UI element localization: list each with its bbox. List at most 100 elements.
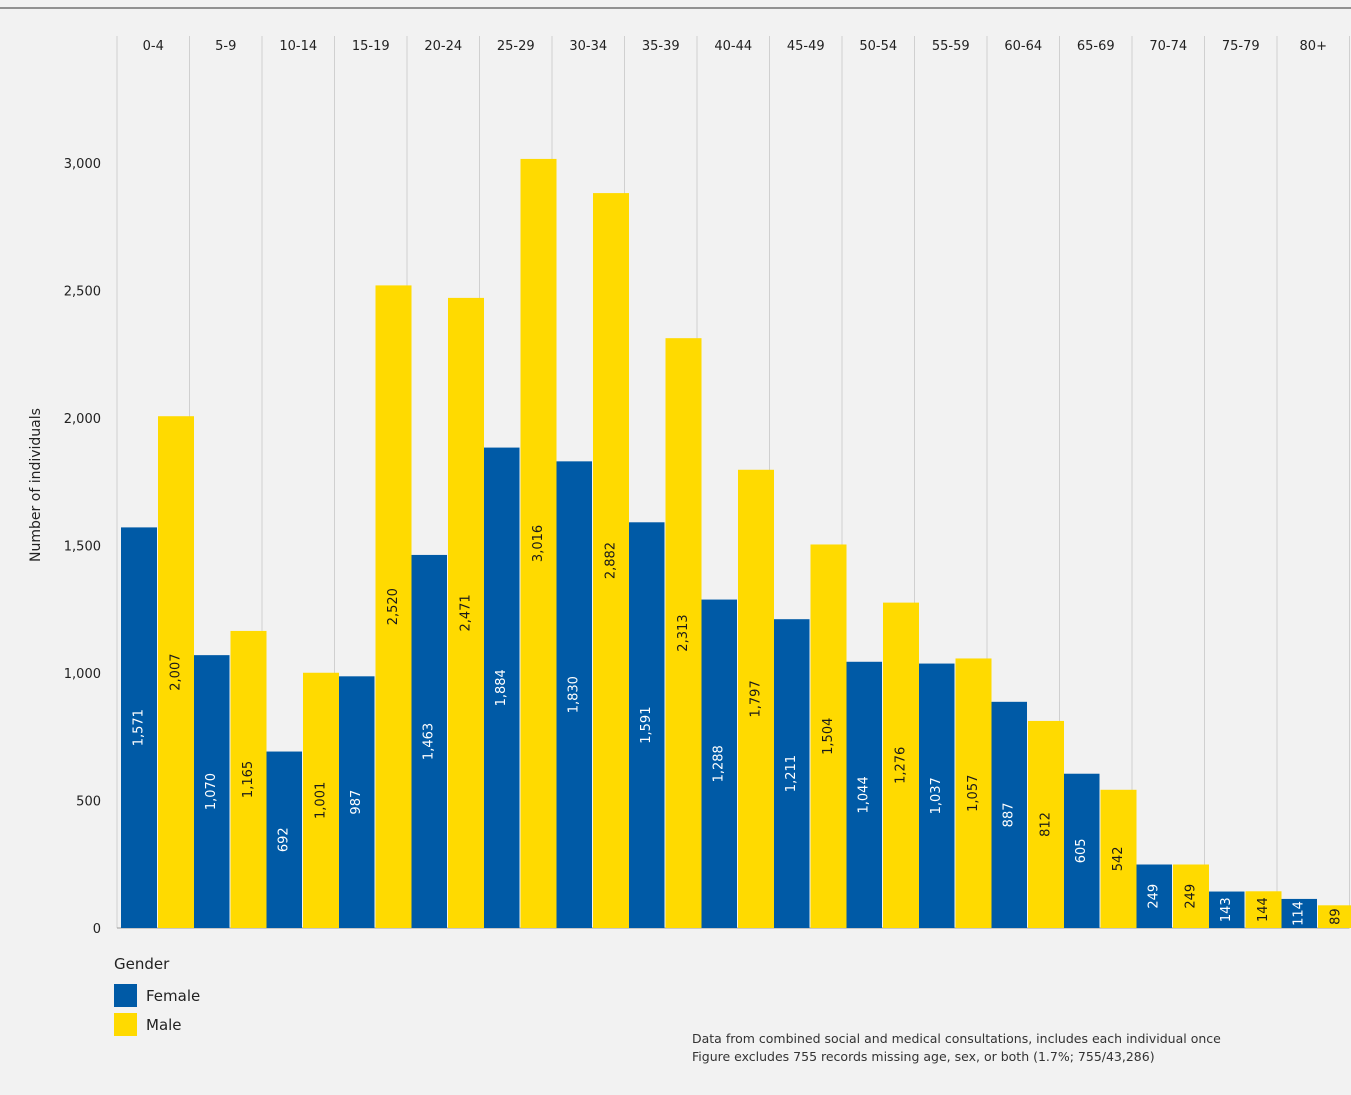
y-tick-label: 2,000 <box>64 412 101 427</box>
bar-value-label-female: 249 <box>1147 884 1162 909</box>
bar-value-label-female: 1,884 <box>494 669 509 706</box>
bar-value-label-female: 887 <box>1002 802 1017 827</box>
bar-value-label-male: 89 <box>1329 908 1344 925</box>
bar-female <box>193 655 230 928</box>
bar-value-label-female: 1,288 <box>712 745 727 782</box>
chart-notes: Data from combined social and medical co… <box>692 1030 1221 1066</box>
category-label: 50-54 <box>859 39 897 54</box>
bar-value-label-female: 1,070 <box>204 773 219 810</box>
bar-female <box>846 661 882 928</box>
category-label: 40-44 <box>714 39 752 54</box>
bar-value-label-male: 542 <box>1111 846 1126 871</box>
y-tick-label: 2,500 <box>64 285 101 300</box>
bar-value-label-male: 249 <box>1184 884 1199 909</box>
bar-value-label-female: 114 <box>1292 901 1307 926</box>
bar-value-label-male: 812 <box>1039 812 1054 837</box>
category-label: 60-64 <box>1004 39 1042 54</box>
female-swatch <box>114 984 137 1007</box>
bar-female <box>701 599 737 928</box>
category-label: 35-39 <box>642 39 680 54</box>
bar-female <box>628 522 665 928</box>
bar-female <box>1208 891 1245 928</box>
bar-value-label-female: 143 <box>1219 897 1234 922</box>
category-label: 70-74 <box>1149 39 1187 54</box>
y-tick-label: 500 <box>76 795 101 810</box>
population-bar-chart: 0-4 5-9 10-14 15-19 20-24 25-29 30-34 35-39 40-4… <box>0 7 1351 937</box>
bar-male <box>303 672 339 928</box>
bar-value-label-male: 3,016 <box>531 525 546 562</box>
bar-female <box>1136 864 1172 928</box>
category-label: 65-69 <box>1077 39 1115 54</box>
category-label: 0-4 <box>143 39 164 54</box>
category-label: 25-29 <box>497 39 535 54</box>
bar-value-label-male: 2,520 <box>386 588 401 625</box>
bar-female <box>338 676 375 928</box>
bar-value-label-female: 1,211 <box>784 755 799 792</box>
y-tick-label: 3,000 <box>64 157 101 172</box>
bar-male <box>1028 720 1064 928</box>
legend-label-female: Female <box>146 986 201 1005</box>
bar-female <box>411 554 447 928</box>
y-tick-label: 1,500 <box>64 540 101 555</box>
bar-female <box>1063 773 1100 928</box>
bar-value-label-male: 144 <box>1256 897 1271 922</box>
bar-male <box>593 193 629 929</box>
bar-female <box>556 461 592 928</box>
category-label: 10-14 <box>279 39 317 54</box>
legend-item-female: Female <box>114 981 200 1010</box>
bars: 1,571 1,070 692 987 1,463 1,884 1,830 1,591 1,28… <box>121 158 1351 929</box>
bar-male <box>520 158 557 929</box>
y-tick-label: 0 <box>93 922 101 937</box>
bar-value-label-female: 987 <box>349 790 364 815</box>
bar-value-label-female: 1,463 <box>422 723 437 760</box>
y-axis-title: Number of individuals <box>28 408 44 562</box>
category-label: 80+ <box>1300 39 1327 54</box>
bar-value-label-female: 1,044 <box>857 776 872 813</box>
bar-value-label-male: 1,001 <box>314 782 329 819</box>
bar-male <box>810 544 847 928</box>
bar-value-label-female: 692 <box>277 827 292 852</box>
bar-value-label-male: 2,313 <box>676 614 691 651</box>
bar-male <box>665 338 702 928</box>
bar-male <box>158 416 194 928</box>
category-label: 20-24 <box>424 39 462 54</box>
bar-female <box>991 701 1027 928</box>
category-labels: 0-4 5-9 10-14 15-19 20-24 25-29 30-34 35-39 40-4… <box>143 39 1327 54</box>
bar-male <box>1173 864 1209 928</box>
category-label: 15-19 <box>352 39 390 54</box>
legend-label-male: Male <box>146 1015 182 1034</box>
bar-male <box>448 297 484 928</box>
bar-male <box>375 285 412 928</box>
bar-female <box>121 527 157 928</box>
bar-value-label-male: 1,276 <box>894 747 909 784</box>
male-swatch <box>114 1013 137 1036</box>
bar-female <box>918 663 955 928</box>
bar-value-label-male: 2,882 <box>604 542 619 579</box>
category-label: 75-79 <box>1222 39 1260 54</box>
legend-item-male: Male <box>114 1010 200 1039</box>
category-label: 45-49 <box>787 39 825 54</box>
bar-female <box>483 447 520 928</box>
bar-value-label-male: 1,057 <box>966 775 981 812</box>
bar-male <box>1318 905 1351 928</box>
bar-male <box>1245 891 1282 928</box>
bar-value-label-male: 2,471 <box>459 594 474 631</box>
bar-value-label-female: 1,571 <box>132 709 147 746</box>
bar-value-label-male: 1,797 <box>749 680 764 717</box>
note-line-2: Figure excludes 755 records missing age,… <box>692 1049 1155 1064</box>
bar-male <box>230 630 267 928</box>
legend-title: Gender <box>114 955 170 973</box>
bar-male <box>1100 789 1137 928</box>
y-tick-label: 1,000 <box>64 667 101 682</box>
bar-value-label-female: 605 <box>1074 838 1089 863</box>
category-label: 55-59 <box>932 39 970 54</box>
bar-value-label-male: 2,007 <box>169 653 184 690</box>
bar-female <box>773 619 810 928</box>
bar-value-label-male: 1,165 <box>241 761 256 798</box>
note-line-1: Data from combined social and medical co… <box>692 1031 1221 1046</box>
bar-value-label-male: 1,504 <box>821 718 836 755</box>
category-label: 30-34 <box>569 39 607 54</box>
bar-female <box>1281 898 1317 928</box>
bar-male <box>883 602 919 928</box>
legend: Gender Female Male <box>114 955 200 1039</box>
